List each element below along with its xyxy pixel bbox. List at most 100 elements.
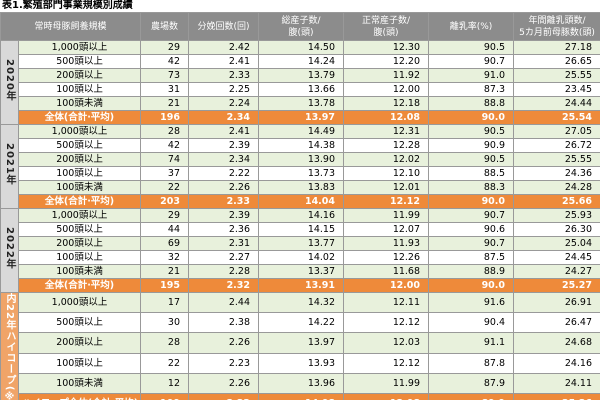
table-row: 100頭未満 21 2.28 13.37 11.68 88.9 24.27: [1, 264, 600, 279]
value-cell: 2.41: [188, 124, 260, 139]
scale-label: 100頭未満: [17, 372, 142, 394]
value-cell: 25.27: [513, 278, 600, 293]
value-cell: 14.50: [258, 40, 345, 55]
value-cell: 12.18: [343, 96, 430, 111]
value-cell: 90.0: [428, 110, 515, 125]
table-title: 表1.繁殖部門事業規模別成績: [2, 0, 133, 11]
value-cell: 13.97: [258, 110, 345, 125]
group-label: 2021年: [4, 143, 15, 186]
header-cell: 常時母豚飼養規模: [0, 12, 142, 41]
scale-label: 500頭以上: [17, 138, 142, 153]
value-cell: 21: [140, 264, 190, 279]
value-cell: 23.45: [513, 82, 600, 97]
table-row: 全体(合計·平均) 203 2.33 14.04 12.12 90.0 25.66: [1, 194, 600, 209]
value-cell: 2.34: [188, 110, 260, 125]
table-row: 200頭以上 69 2.31 13.77 11.93 90.7 25.04: [1, 236, 600, 251]
value-cell: 26.72: [513, 138, 600, 153]
value-cell: 88.5: [428, 166, 515, 181]
value-cell: 2.28: [188, 264, 260, 279]
table-row: 100頭未満 22 2.26 13.83 12.01 88.3 24.28: [1, 180, 600, 195]
value-cell: 14.24: [258, 54, 345, 69]
header-text: 年間離乳頭数/: [528, 15, 586, 26]
value-cell: 2.44: [188, 291, 260, 314]
group-label-cell: 2021年: [0, 124, 19, 209]
value-cell: 42: [140, 138, 190, 153]
scale-label: 200頭以上: [17, 68, 142, 83]
value-cell: 28: [140, 124, 190, 139]
group-label: 内22年ハイコープ(※): [4, 293, 15, 400]
header-text: 離乳率(%): [449, 21, 493, 32]
value-cell: 12.12: [343, 312, 430, 334]
value-cell: 90.7: [428, 236, 515, 251]
value-cell: 87.3: [428, 82, 515, 97]
value-cell: 13.97: [258, 332, 345, 354]
value-cell: 29: [140, 40, 190, 55]
header-text: 分娩回数(回): [197, 21, 250, 32]
value-cell: 90.5: [428, 40, 515, 55]
value-cell: 2.39: [188, 138, 260, 153]
group-label: 2022年: [4, 227, 15, 270]
value-cell: 22: [140, 352, 190, 374]
scale-label: 100頭以上: [17, 166, 142, 181]
table-row: 全体(合計·平均) 195 2.32 13.91 12.00 90.0 25.27: [1, 278, 600, 293]
group-label: 2020年: [4, 59, 15, 102]
value-cell: 25.55: [513, 152, 600, 167]
scale-label: 1,000頭以上: [17, 124, 142, 139]
value-cell: 12.03: [343, 332, 430, 354]
value-cell: 73: [140, 68, 190, 83]
value-cell: 2.33: [188, 194, 260, 209]
value-cell: 90.0: [428, 278, 515, 293]
scale-label: 500頭以上: [17, 312, 142, 334]
scale-label: 200頭以上: [17, 152, 142, 167]
value-cell: 2.31: [188, 236, 260, 251]
value-cell: 24.36: [513, 166, 600, 181]
value-cell: 25.04: [513, 236, 600, 251]
value-cell: 12.08: [343, 110, 430, 125]
group-label-cell: 2020年: [0, 40, 19, 125]
value-cell: 27.05: [513, 124, 600, 139]
table-row: 内22年ハイコープ(※) 1,000頭以上 17 2.44 14.32 12.11 91.6…: [0, 291, 600, 400]
scale-label: 100頭未満: [17, 264, 142, 279]
value-cell: 2.34: [188, 152, 260, 167]
header-text: 常時母豚飼養規模: [34, 21, 107, 32]
scale-label: 1,000頭以上: [17, 40, 142, 55]
value-cell: 13.78: [258, 96, 345, 111]
value-cell: 12.26: [343, 250, 430, 265]
value-cell: 13.73: [258, 166, 345, 181]
value-cell: 12.20: [343, 54, 430, 69]
header-cell: 分娩回数(回): [188, 12, 260, 41]
value-cell: 11.93: [343, 236, 430, 251]
table-row: 100頭以上 37 2.22 13.73 12.10 88.5 24.36: [1, 166, 600, 181]
scale-label: 100頭以上: [17, 82, 142, 97]
table-row: 2020年 1,000頭以上 29 2.42 14.50 12.30 90.5 27.18: [0, 40, 600, 125]
value-cell: 2.27: [188, 250, 260, 265]
header-cell: 離乳率(%): [428, 12, 515, 41]
scale-label: 100頭以上: [17, 250, 142, 265]
header-row: 常時母豚飼養規模 農場数 分娩回数(回) 総産子数/腹(頭) 正常産子数/腹(頭) 離乳率…: [0, 12, 600, 41]
value-cell: 30: [140, 312, 190, 334]
value-cell: 14.38: [258, 138, 345, 153]
value-cell: 88.8: [428, 96, 515, 111]
value-cell: 13.77: [258, 236, 345, 251]
value-cell: 14.16: [258, 208, 345, 223]
value-cell: 24.11: [513, 372, 600, 394]
scale-label: 200頭以上: [17, 236, 142, 251]
header-text: 5カ月前母豚数(頭): [519, 27, 595, 38]
value-cell: 87.5: [428, 250, 515, 265]
value-cell: 87.8: [428, 352, 515, 374]
header-text: 腹(頭): [288, 27, 314, 38]
value-cell: 42: [140, 54, 190, 69]
scale-label: 全体(合計·平均): [17, 194, 142, 209]
value-cell: 12.11: [343, 291, 430, 314]
value-cell: 89.9: [428, 392, 515, 400]
table-row: 100頭未満 21 2.24 13.78 12.18 88.8 24.44: [1, 96, 600, 111]
header-cell: 年間離乳頭数/5カ月前母豚数(頭): [513, 12, 600, 41]
value-cell: 88.3: [428, 180, 515, 195]
value-cell: 12.00: [343, 278, 430, 293]
value-cell: 14.15: [258, 222, 345, 237]
value-cell: 13.91: [258, 278, 345, 293]
value-cell: 2.32: [188, 278, 260, 293]
value-cell: 2.26: [188, 180, 260, 195]
value-cell: 24.45: [513, 250, 600, 265]
scale-label: 全体(合計·平均): [17, 278, 142, 293]
